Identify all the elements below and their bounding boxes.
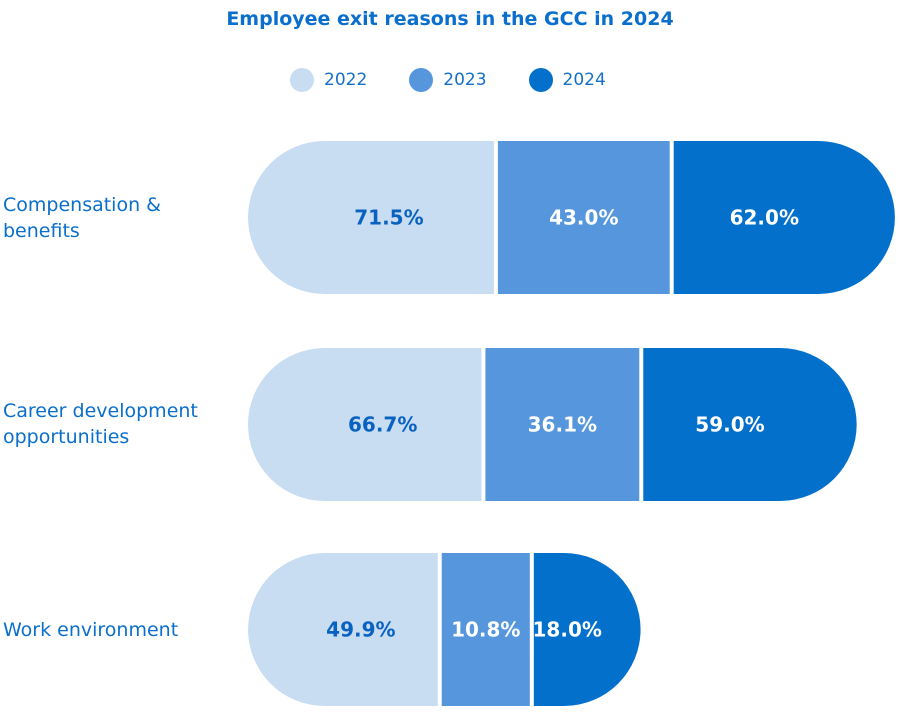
legend-swatch — [528, 68, 553, 92]
bar-segment-2023 — [497, 141, 670, 294]
data-label: 18.0% — [533, 618, 602, 642]
bar-segment-2023 — [485, 348, 640, 501]
category-label: Compensation & benefits — [3, 194, 161, 242]
bar-segment-2023 — [441, 553, 530, 706]
data-label: 36.1% — [528, 413, 597, 437]
legend-label: 2023 — [443, 70, 487, 90]
data-label: 10.8% — [451, 618, 520, 642]
legend-swatch — [290, 68, 314, 92]
bar-segment-2024 — [533, 553, 641, 706]
data-label: 66.7% — [348, 413, 417, 437]
bar-segment-2022 — [248, 348, 482, 501]
legend: 2022 2023 2024 — [290, 68, 606, 92]
data-label: 62.0% — [730, 206, 799, 230]
legend-item-2024: 2024 — [528, 68, 606, 92]
legend-item-2022: 2022 — [290, 68, 367, 92]
bar-segment-2022 — [248, 553, 438, 706]
category-label: Career development opportunities — [3, 400, 198, 448]
legend-label: 2024 — [562, 70, 606, 90]
legend-swatch — [409, 68, 434, 92]
data-label: 43.0% — [549, 206, 618, 230]
legend-label: 2022 — [324, 70, 368, 90]
bar-segment-2024 — [643, 348, 857, 501]
data-label: 71.5% — [354, 206, 423, 230]
data-label: 59.0% — [695, 413, 764, 437]
data-label: 49.9% — [326, 618, 395, 642]
legend-item-2023: 2023 — [409, 68, 487, 92]
bar-segment-2024 — [673, 141, 895, 294]
bar-segment-2022 — [248, 141, 494, 294]
chart-title: Employee exit reasons in the GCC in 2024 — [226, 8, 674, 30]
category-label: Work environment — [3, 619, 179, 641]
